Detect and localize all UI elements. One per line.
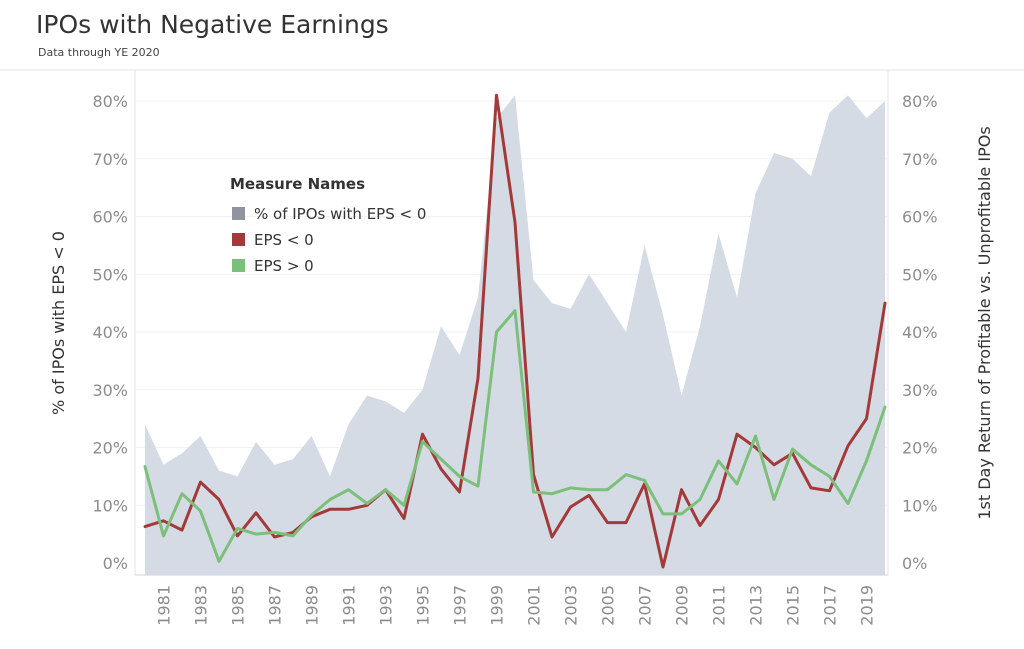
legend-swatch (232, 233, 245, 246)
y-tick-left: 40% (92, 323, 128, 342)
y-axis-title-right: 1st Day Return of Profitable vs. Unprofi… (975, 126, 994, 519)
y-tick-left: 10% (92, 496, 128, 515)
y-axis-title-left: % of IPOs with EPS < 0 (49, 231, 68, 415)
legend-swatch (232, 259, 245, 272)
x-tick-label: 2009 (673, 585, 692, 626)
y-tick-left: 80% (92, 92, 128, 111)
x-tick-label: 1995 (414, 585, 433, 626)
x-tick-label: 2003 (562, 585, 581, 626)
area-series-pct-negative-eps (145, 95, 885, 575)
x-tick-label: 2011 (710, 585, 729, 626)
line-layer (143, 93, 887, 569)
x-tick-label: 2007 (636, 585, 655, 626)
area-layer (145, 95, 885, 575)
axis-layer: 0% 0% 10% 10% 20% 20% 30% 30% 40% 40% 50% 50% 60% 60%… (49, 92, 994, 626)
x-tick-label: 1989 (303, 585, 322, 626)
y-tick-right: 80% (902, 92, 938, 111)
legend-title: Measure Names (230, 175, 365, 193)
y-tick-left: 0% (103, 554, 128, 573)
y-tick-right: 30% (902, 381, 938, 400)
y-tick-left: 60% (92, 208, 128, 227)
x-tick-label: 2019 (858, 585, 877, 626)
x-tick-label: 2013 (747, 585, 766, 626)
y-tick-right: 20% (902, 439, 938, 458)
x-tick-label: 1993 (377, 585, 396, 626)
legend-label: EPS < 0 (254, 231, 314, 249)
legend: Measure Names % of IPOs with EPS < 0 EPS <… (230, 175, 426, 275)
legend-label: EPS > 0 (254, 257, 314, 275)
x-tick-label: 1999 (488, 585, 507, 626)
y-tick-right: 10% (902, 496, 938, 515)
y-tick-left: 50% (92, 265, 128, 284)
legend-swatch (232, 207, 245, 220)
line-series-eps-positive (143, 309, 887, 563)
y-tick-right: 40% (902, 323, 938, 342)
chart-title: IPOs with Negative Earnings (36, 10, 389, 39)
y-tick-left: 30% (92, 381, 128, 400)
x-tick-label: 2015 (784, 585, 803, 626)
x-tick-label: 1987 (266, 585, 285, 626)
x-tick-label: 1985 (229, 585, 248, 626)
chart-subtitle: Data through YE 2020 (38, 46, 160, 59)
legend-label: % of IPOs with EPS < 0 (254, 205, 426, 223)
y-tick-left: 20% (92, 439, 128, 458)
y-tick-right: 50% (902, 265, 938, 284)
x-tick-label: 2001 (525, 585, 544, 626)
y-tick-right: 60% (902, 208, 938, 227)
x-tick-label: 2005 (599, 585, 618, 626)
x-tick-label: 1991 (340, 585, 359, 626)
x-tick-label: 1981 (155, 585, 174, 626)
y-tick-right: 70% (902, 150, 938, 169)
x-tick-label: 2017 (821, 585, 840, 626)
y-tick-left: 70% (92, 150, 128, 169)
y-tick-right: 0% (902, 554, 927, 573)
x-tick-label: 1997 (451, 585, 470, 626)
x-tick-label: 1983 (192, 585, 211, 626)
